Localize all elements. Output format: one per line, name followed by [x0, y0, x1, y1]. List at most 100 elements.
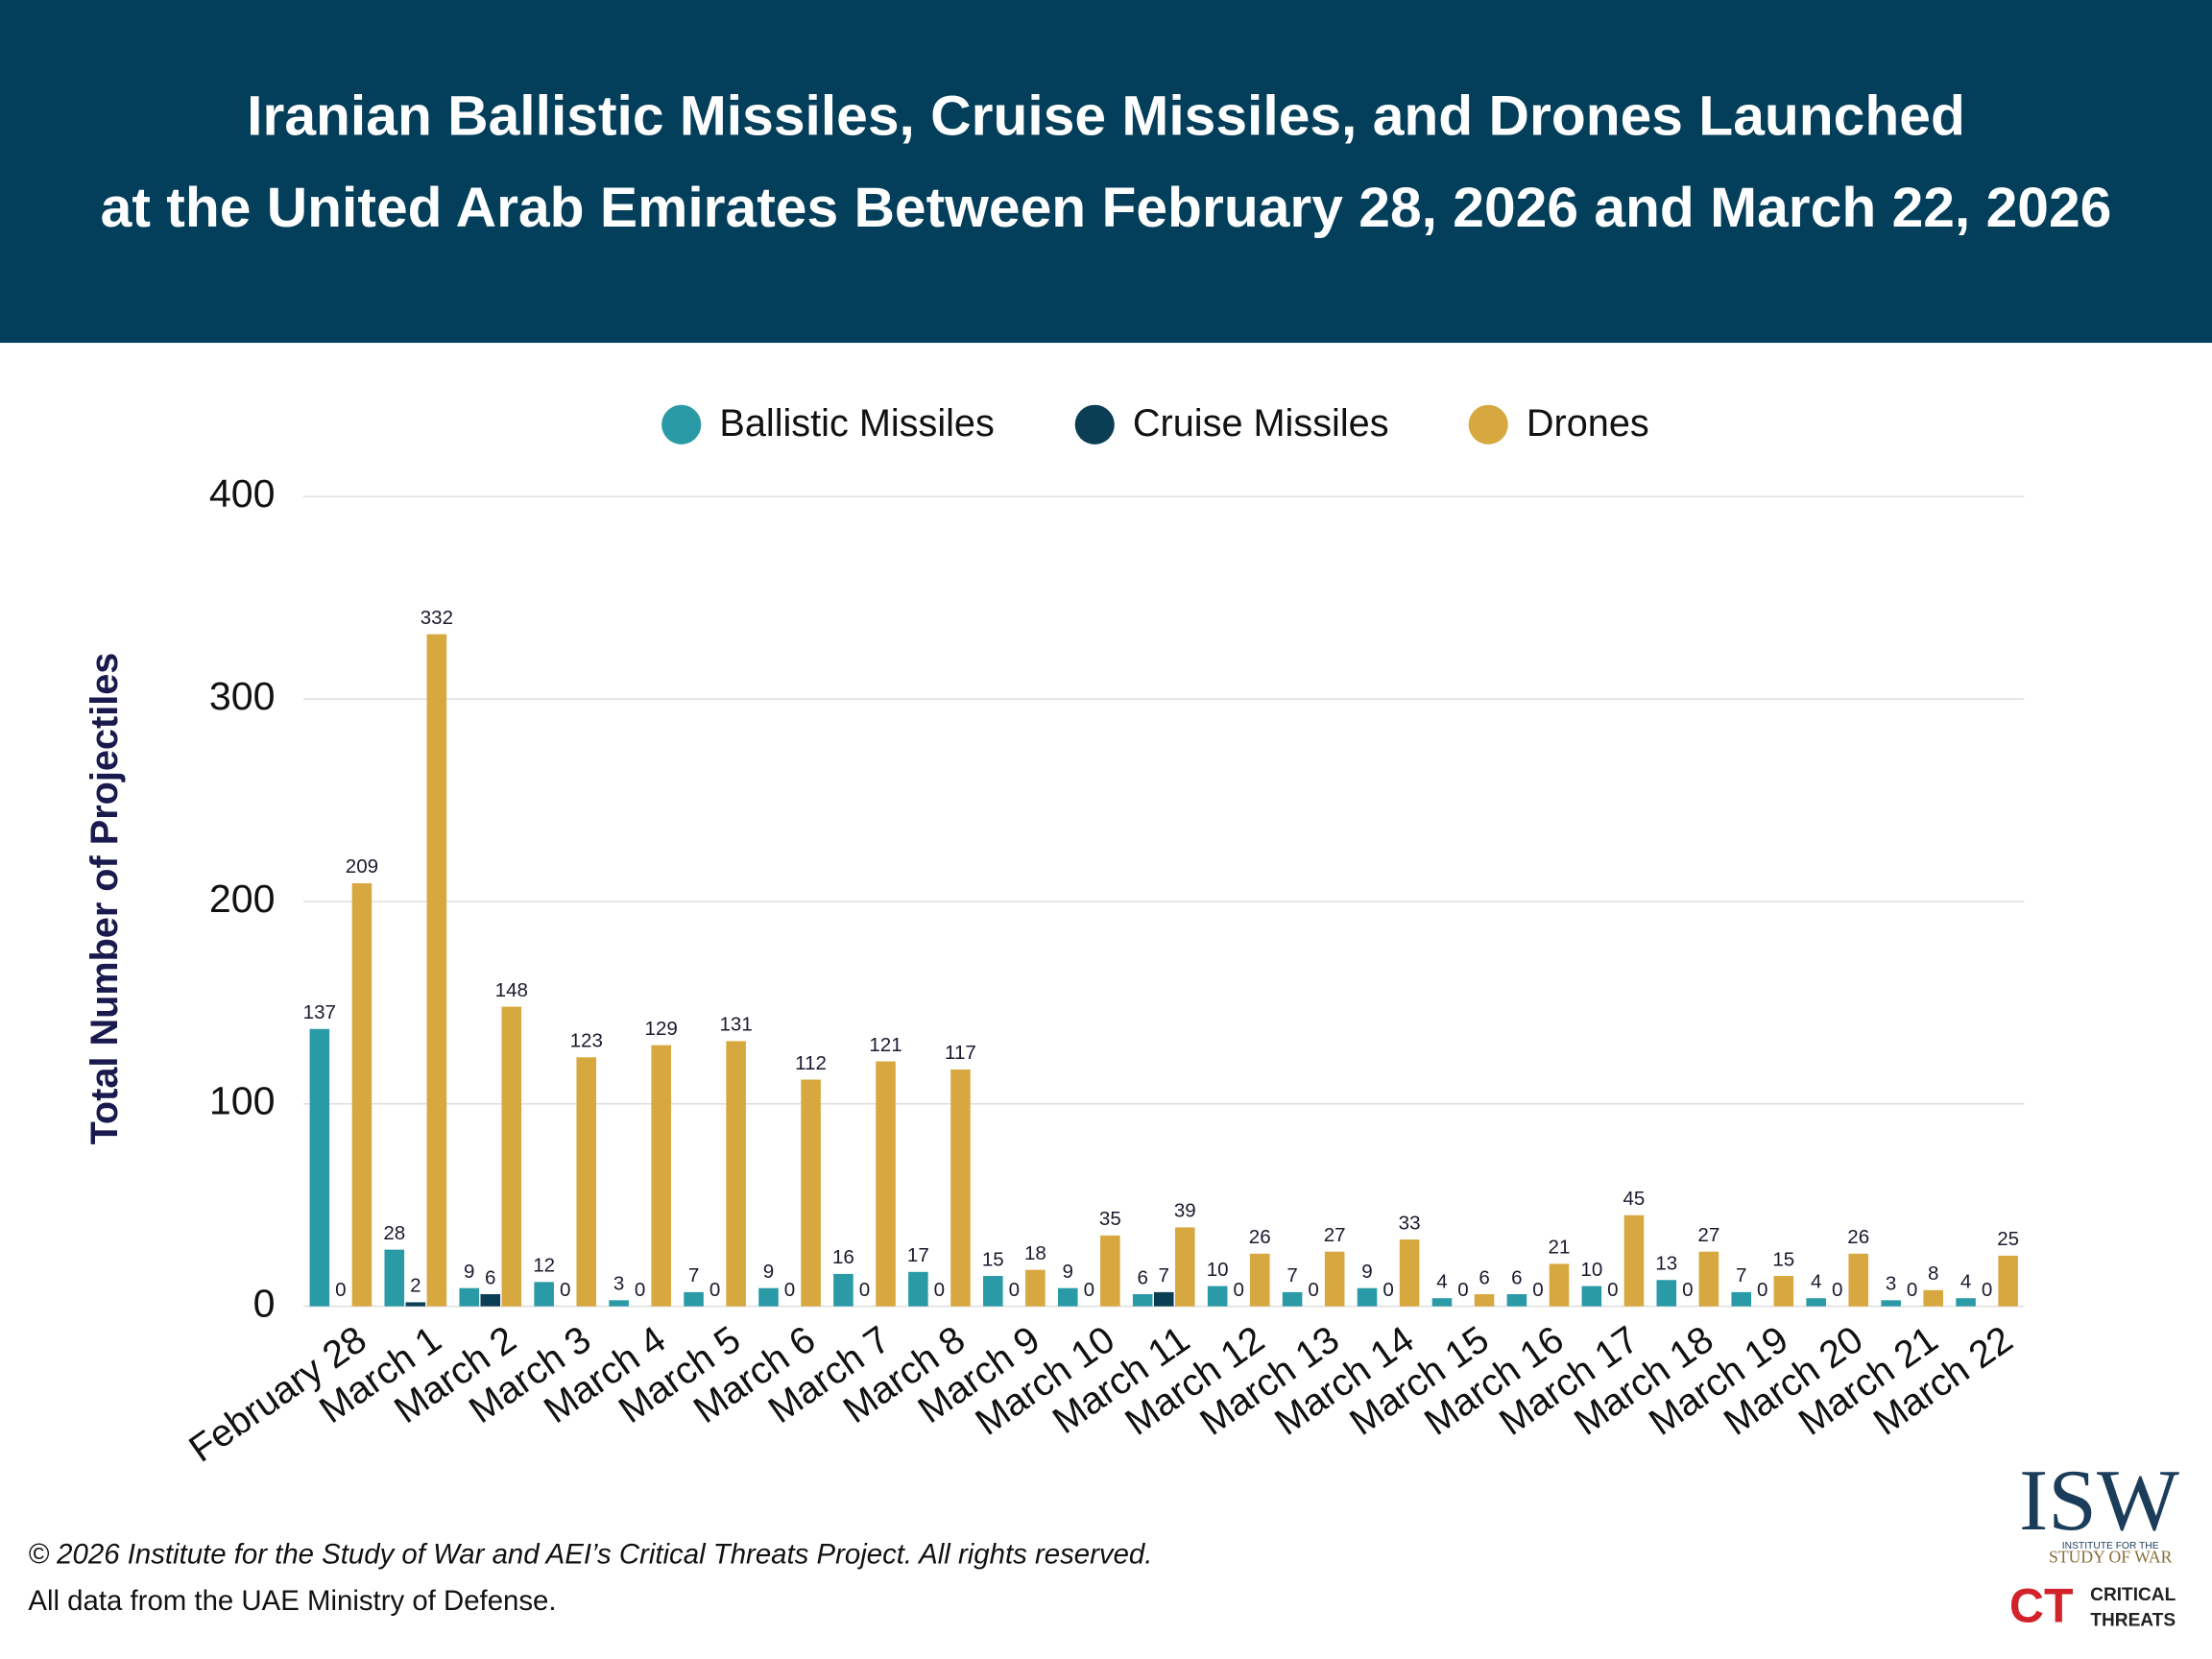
isw-logo: ISW — [2019, 1452, 2179, 1549]
y-axis-label: Total Number of Projectiles — [84, 653, 126, 1145]
data-label: 0 — [1009, 1279, 1020, 1301]
ct-logo-text: CRITICAL — [2090, 1585, 2176, 1605]
data-label: 0 — [709, 1279, 720, 1301]
bar — [351, 882, 373, 1307]
bar — [833, 1273, 854, 1307]
bar — [1474, 1294, 1495, 1307]
bar — [1357, 1287, 1378, 1307]
bar — [876, 1061, 896, 1307]
bar — [534, 1282, 554, 1307]
bar — [1324, 1251, 1345, 1307]
data-label: 39 — [1174, 1200, 1196, 1222]
data-label: 112 — [795, 1052, 827, 1074]
data-label: 117 — [945, 1042, 976, 1064]
data-label: 3 — [1886, 1273, 1896, 1295]
bar — [950, 1069, 971, 1307]
legend-label: Ballistic Missiles — [719, 402, 994, 445]
data-label: 27 — [1697, 1224, 1719, 1246]
legend-marker — [1468, 404, 1508, 445]
bar — [1506, 1294, 1527, 1307]
data-label: 28 — [383, 1222, 405, 1244]
bar — [1549, 1263, 1570, 1307]
data-label: 15 — [1772, 1248, 1794, 1270]
data-label: 16 — [832, 1246, 854, 1268]
data-label: 9 — [763, 1261, 774, 1283]
data-label: 17 — [907, 1244, 929, 1266]
bar — [1656, 1280, 1677, 1307]
bar — [1923, 1289, 1943, 1307]
data-label: 45 — [1623, 1188, 1645, 1210]
data-label: 33 — [1399, 1212, 1421, 1234]
header-band — [0, 0, 2212, 344]
bar — [1153, 1291, 1174, 1307]
chart-title: at the United Arab Emirates Between Febr… — [101, 177, 2112, 239]
bar — [1998, 1255, 2018, 1307]
data-label: 4 — [1436, 1270, 1447, 1292]
y-tick-label: 0 — [253, 1282, 276, 1326]
bar — [1731, 1291, 1752, 1307]
bar — [684, 1291, 704, 1307]
data-label: 0 — [1982, 1279, 1992, 1301]
bar — [908, 1271, 928, 1307]
bar — [1282, 1291, 1303, 1307]
data-label: 0 — [1757, 1279, 1767, 1301]
footer-copyright: © 2026 Institute for the Study of War an… — [28, 1539, 1152, 1571]
data-label: 129 — [645, 1018, 678, 1040]
data-label: 0 — [934, 1279, 945, 1301]
data-label: 0 — [859, 1279, 870, 1301]
data-label: 9 — [464, 1261, 474, 1283]
bar — [1431, 1298, 1453, 1307]
bar — [384, 1249, 405, 1307]
data-label: 121 — [869, 1034, 902, 1056]
legend-label: Cruise Missiles — [1133, 402, 1389, 445]
bar — [1057, 1287, 1078, 1307]
bar — [1132, 1294, 1153, 1307]
data-label: 0 — [1682, 1279, 1693, 1301]
bar — [1025, 1269, 1046, 1307]
data-label: 0 — [1308, 1279, 1318, 1301]
data-label: 0 — [1233, 1279, 1243, 1301]
isw-logo-sub: INSTITUTE FOR THE — [2062, 1541, 2159, 1551]
bar — [459, 1287, 480, 1307]
data-label: 0 — [1457, 1279, 1468, 1301]
data-label: 13 — [1655, 1253, 1677, 1275]
bar — [1581, 1286, 1602, 1307]
data-label: 9 — [1361, 1261, 1372, 1283]
bar — [426, 634, 447, 1307]
data-label: 7 — [1159, 1264, 1169, 1286]
bar — [983, 1276, 1003, 1307]
data-label: 25 — [1997, 1228, 2019, 1250]
data-label: 2 — [410, 1275, 421, 1297]
legend-marker — [661, 404, 702, 445]
data-label: 6 — [1479, 1266, 1489, 1288]
data-label: 15 — [982, 1248, 1004, 1270]
data-label: 6 — [1511, 1266, 1522, 1288]
bar — [501, 1006, 522, 1307]
bar — [1623, 1214, 1645, 1307]
chart-title: Iranian Ballistic Missiles, Cruise Missi… — [247, 84, 1965, 147]
bar — [480, 1294, 501, 1307]
data-label: 148 — [495, 979, 528, 1001]
y-tick-label: 300 — [209, 674, 276, 718]
bar — [651, 1045, 671, 1307]
bar — [1207, 1286, 1228, 1307]
data-label: 7 — [1286, 1264, 1297, 1286]
y-tick-label: 200 — [209, 877, 276, 921]
data-label: 0 — [335, 1279, 346, 1301]
data-label: 21 — [1549, 1237, 1571, 1259]
bar — [1848, 1253, 1869, 1307]
data-label: 123 — [570, 1030, 603, 1052]
data-label: 0 — [560, 1279, 570, 1301]
data-label: 332 — [421, 607, 453, 629]
data-label: 26 — [1249, 1226, 1271, 1248]
ct-logo-text: THREATS — [2090, 1610, 2176, 1630]
data-label: 0 — [1382, 1279, 1393, 1301]
data-label: 9 — [1063, 1261, 1073, 1283]
y-tick-label: 100 — [209, 1079, 276, 1123]
bar — [609, 1300, 629, 1307]
data-label: 0 — [1084, 1279, 1094, 1301]
data-label: 131 — [719, 1014, 752, 1036]
data-label: 4 — [1811, 1270, 1821, 1292]
bar — [726, 1041, 746, 1307]
bar — [576, 1057, 597, 1307]
